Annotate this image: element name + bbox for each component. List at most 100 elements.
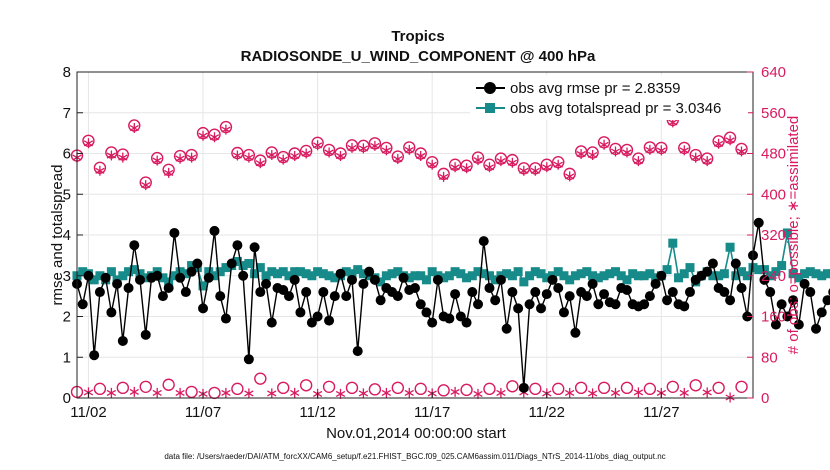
x-tick-label: 11/27 <box>643 404 679 421</box>
rmse-point <box>318 287 329 298</box>
count-possible-point <box>116 381 130 395</box>
spread-point <box>313 267 323 277</box>
spread-point <box>238 261 248 271</box>
rmse-point <box>805 287 816 298</box>
spread-point <box>817 271 827 281</box>
rmse-point <box>209 225 220 236</box>
count-assimilated-point <box>691 152 701 163</box>
rmse-point <box>593 299 604 310</box>
y-right-tick-label: 80 <box>761 349 778 366</box>
spread-point <box>794 273 804 283</box>
count-assimilated-point <box>278 154 288 165</box>
rmse-point <box>117 335 128 346</box>
y-right-tick-label: 160 <box>761 309 786 326</box>
count-assimilated-point <box>290 151 300 161</box>
rmse-point <box>518 382 529 393</box>
count-assimilated-point <box>633 156 644 167</box>
legend-rmse-marker <box>484 82 496 94</box>
count-assimilated-point <box>610 387 621 398</box>
y-tick-label: 7 <box>63 105 71 122</box>
rmse-point <box>421 307 432 318</box>
spread-point <box>490 275 500 285</box>
rmse-point <box>295 307 306 318</box>
count-possible-point <box>208 386 221 400</box>
spread-point <box>737 267 747 277</box>
spread-series <box>72 228 830 291</box>
count-assimilated-point <box>679 145 689 156</box>
count-possible-point <box>643 382 657 396</box>
count-assimilated-point <box>106 150 117 161</box>
spread-point <box>353 265 363 275</box>
count-assimilated-point <box>496 156 506 167</box>
count-assimilated-point <box>564 387 575 398</box>
count-possible-point <box>552 382 565 396</box>
spread-point <box>651 273 661 283</box>
y-axis-label-right: # of obs: o=possible; ∗=assimilated <box>785 116 802 355</box>
spread-point <box>421 275 431 285</box>
rmse-point <box>186 266 197 277</box>
spread-point <box>244 259 254 269</box>
rmse-series <box>72 217 830 393</box>
count-possible-point <box>712 381 725 395</box>
x-axis-label: Nov.01,2014 00:00:00 start <box>326 425 507 442</box>
count-assimilated-point <box>679 387 689 398</box>
rmse-point <box>799 278 810 289</box>
count-possible-point <box>231 382 244 396</box>
count-assimilated-point <box>95 165 105 176</box>
count-assimilated-point <box>587 150 598 160</box>
spread-point <box>759 265 769 275</box>
rmse-point <box>255 287 266 298</box>
y-tick-label: 3 <box>63 268 71 285</box>
spread-point <box>714 271 724 281</box>
count-assimilated-point <box>106 387 117 398</box>
rmse-point <box>473 299 484 310</box>
rmse-point <box>736 282 747 293</box>
spread-point <box>685 263 695 273</box>
rmse-point <box>730 258 741 269</box>
spread-point <box>633 271 643 281</box>
spread-point <box>645 269 655 279</box>
counts-layer <box>70 113 748 403</box>
spread-point <box>479 269 489 279</box>
count-assimilated-point <box>324 147 334 158</box>
spread-point <box>404 273 414 283</box>
spread-point <box>639 271 649 281</box>
count-possible-point <box>277 381 290 395</box>
count-assimilated-point <box>633 387 644 398</box>
count-assimilated-point <box>473 155 483 166</box>
rmse-point <box>467 287 478 298</box>
rmse-point <box>719 287 730 298</box>
x-tick-label: 11/12 <box>299 404 335 421</box>
spread-point <box>456 269 466 279</box>
spread-point <box>118 271 128 281</box>
spread-point <box>588 271 598 281</box>
rmse-point <box>765 287 776 298</box>
spread-point <box>181 269 191 279</box>
count-assimilated-point <box>175 387 185 398</box>
spread-point <box>530 267 540 277</box>
count-assimilated-point <box>255 158 266 169</box>
count-assimilated-point <box>129 123 139 133</box>
rmse-point <box>707 258 718 269</box>
rmse-point <box>329 291 340 302</box>
count-assimilated-point <box>587 388 598 399</box>
rmse-point <box>530 287 541 298</box>
count-possible-point <box>368 383 382 396</box>
spread-point <box>187 261 197 271</box>
count-assimilated-point <box>450 162 460 173</box>
legend-box <box>470 75 748 120</box>
rmse-point <box>759 274 770 285</box>
count-assimilated-point <box>507 157 518 168</box>
spread-point <box>78 267 88 277</box>
count-possible-point <box>529 382 542 396</box>
rmse-point <box>392 291 403 302</box>
spread-point <box>318 269 328 279</box>
spread-point <box>330 273 340 283</box>
spread-point <box>525 271 535 281</box>
spread-point <box>674 273 684 283</box>
rmse-point <box>639 299 650 310</box>
count-possible-point <box>437 384 450 397</box>
count-assimilated-point <box>484 162 495 173</box>
count-assimilated-point <box>186 152 197 163</box>
spread-point <box>89 275 99 285</box>
